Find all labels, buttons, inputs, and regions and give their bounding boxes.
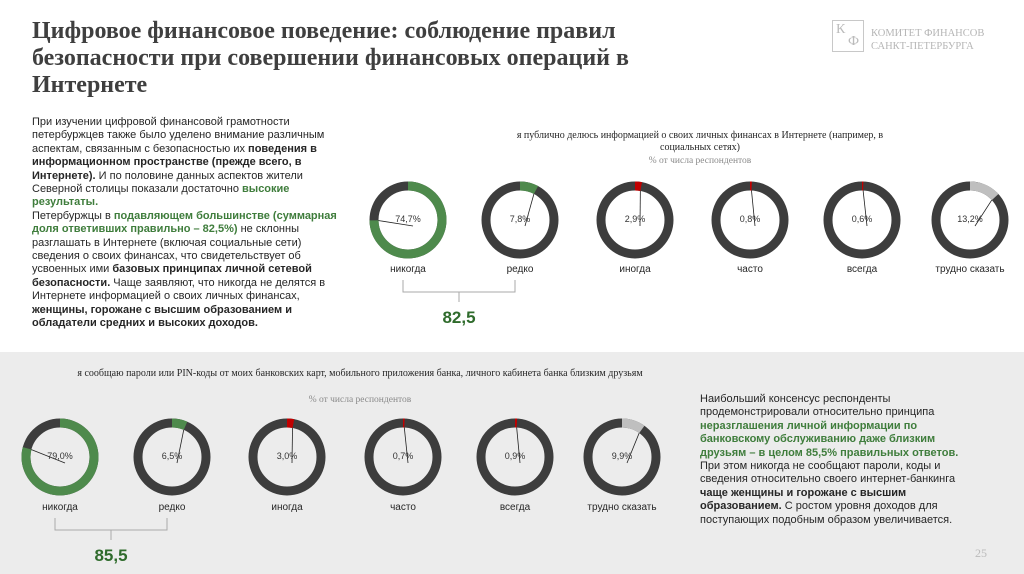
chart-subtitle: % от числа респондентов	[648, 156, 752, 166]
donut-segment	[596, 181, 674, 259]
text-run: Наибольший консенсус респонденты продемо…	[700, 393, 935, 419]
leader-line	[176, 429, 185, 464]
leader-line	[291, 428, 293, 464]
category-label: трудно сказать	[935, 264, 1004, 275]
donut-segment	[133, 418, 211, 496]
leader-line	[626, 432, 640, 464]
text-run: При этом никогда не сообщают пароли, код…	[700, 460, 956, 486]
bottom-band	[0, 352, 1024, 574]
leader-line	[751, 190, 756, 227]
right-text: Наибольший консенсус респонденты продемо…	[700, 393, 978, 527]
value-label: 79,0%	[47, 451, 73, 461]
value-label: 0,6%	[852, 214, 873, 224]
bracket	[54, 518, 168, 540]
category-label: иногда	[271, 502, 303, 513]
bracket	[402, 280, 516, 302]
leader-line	[378, 220, 414, 227]
text-run: высокие результаты.	[32, 183, 290, 209]
logo-line: КОМИТЕТ ФИНАНСОВ	[871, 28, 985, 39]
chart-subtitle: % от числа респондентов	[308, 395, 412, 405]
value-label: 2,9%	[625, 214, 646, 224]
total-annotation: 85,5	[94, 546, 127, 565]
leader-line	[516, 427, 521, 464]
value-label: 3,0%	[277, 451, 298, 461]
category-label: редко	[507, 264, 534, 275]
donut-segment	[481, 181, 559, 259]
text-run: базовых принципах личной сетевой безопас…	[32, 263, 312, 289]
page-number: 25	[975, 546, 987, 560]
total-annotation: 82,5	[442, 308, 475, 327]
donut-segment	[931, 181, 1009, 259]
leader-line	[974, 199, 993, 227]
text-run: С ростом уровня доходов для поступающих …	[700, 500, 953, 526]
donut-segment	[711, 181, 789, 259]
logo-letter: К	[836, 22, 846, 37]
left-text: При изучении цифровой финансовой грамотн…	[32, 116, 350, 331]
donut-segment	[364, 418, 442, 496]
leader-line	[524, 193, 535, 227]
category-label: никогда	[390, 264, 426, 275]
donut-segment	[476, 418, 554, 496]
leader-line	[31, 449, 66, 464]
logo-letter: Ф	[848, 34, 860, 49]
value-label: 7,8%	[510, 214, 531, 224]
donut-segment	[823, 181, 901, 259]
logo-text: КОМИТЕТ ФИНАНСОВ САНКТ-ПЕТЕРБУРГА	[871, 27, 984, 53]
text-run: чаще женщины и горожане с высшим образов…	[700, 486, 907, 513]
chart-title: я публично делюсь информацией о своих ли…	[516, 130, 884, 153]
value-label: 0,7%	[393, 451, 414, 461]
text-run: При изучении цифровой финансовой грамотн…	[32, 116, 325, 155]
category-label: всегда	[847, 264, 878, 275]
value-label: 0,8%	[740, 214, 761, 224]
value-label: 74,7%	[395, 214, 421, 224]
value-label: 0,9%	[505, 451, 526, 461]
chart-title: я сообщаю пароли или PIN-коды от моих ба…	[77, 368, 643, 379]
donut-segment	[248, 418, 326, 496]
category-label: трудно сказать	[587, 502, 656, 513]
text-run: поведения в информационном пространстве …	[32, 142, 317, 182]
category-label: никогда	[42, 502, 78, 513]
text-run: женщины, горожане с высшим образованием …	[32, 303, 292, 330]
text-run: Петербуржцы в	[32, 209, 114, 222]
text-run: подавляющем большинстве (суммарная доля …	[32, 209, 337, 236]
text-run: неразглашения личной информации по банко…	[700, 419, 959, 459]
donut-segment	[583, 418, 661, 496]
category-label: часто	[390, 502, 416, 513]
text-run: Чаще заявляют, что никогда не делятся в …	[32, 276, 326, 303]
slide-title: Цифровое финансовое поведение: соблюдени…	[32, 18, 629, 98]
leader-line	[862, 190, 868, 227]
category-label: редко	[159, 502, 186, 513]
leader-line	[403, 427, 409, 464]
category-label: всегда	[500, 502, 531, 513]
value-label: 6,5%	[162, 451, 183, 461]
donut-segment	[369, 181, 447, 259]
donut-segment	[21, 418, 99, 496]
category-label: часто	[737, 264, 763, 275]
category-label: иногда	[619, 264, 651, 275]
value-label: 9,9%	[612, 451, 633, 461]
logo: К Ф	[832, 20, 864, 52]
text-run: И по половине данных аспектов жители Сев…	[32, 169, 303, 196]
logo-line: САНКТ-ПЕТЕРБУРГА	[871, 41, 974, 52]
value-label: 13,2%	[957, 214, 983, 224]
text-run: не склонны разглашать в Интернете (включ…	[32, 223, 302, 276]
